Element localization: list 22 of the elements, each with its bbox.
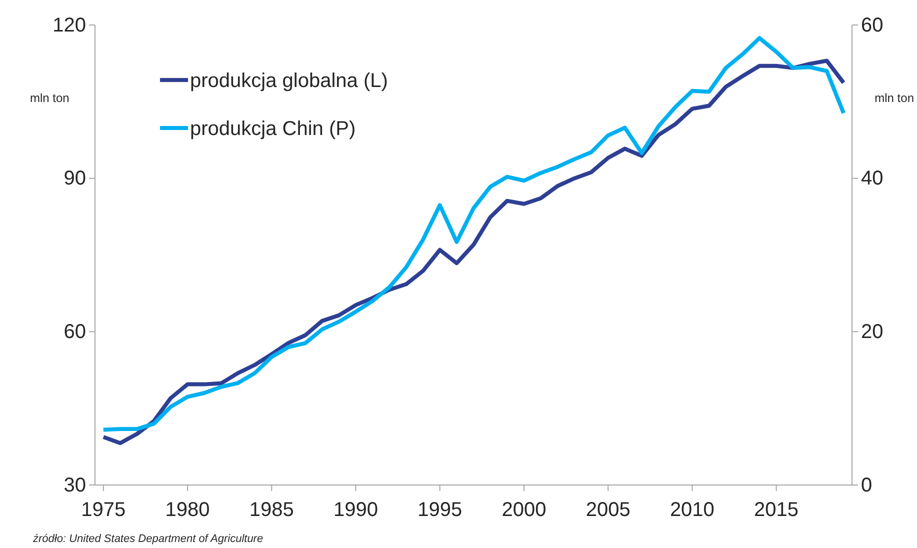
- x-tick-label: 2005: [586, 499, 630, 521]
- y2-tick-label: 60: [861, 14, 884, 36]
- legend-label: produkcja globalna (L): [190, 70, 388, 92]
- y2-tick-label: 40: [861, 168, 884, 190]
- x-tick-label: 1980: [165, 499, 210, 521]
- y2-tick-label: 0: [861, 474, 872, 496]
- y-tick-label: 90: [64, 168, 86, 190]
- y-tick-label: 30: [64, 474, 86, 496]
- y-tick-label: 120: [52, 14, 86, 36]
- x-tick-label: 1985: [249, 499, 294, 521]
- y2-tick-label: 20: [861, 321, 884, 344]
- x-tick-label: 2010: [670, 499, 714, 521]
- y-axis-title: mln ton: [30, 91, 70, 105]
- x-tick-label: 2015: [754, 499, 799, 521]
- legend-label: produkcja Chin (P): [190, 118, 356, 140]
- y-tick-label: 60: [64, 321, 86, 344]
- y2-axis-title: mln ton: [874, 91, 914, 105]
- x-tick-label: 1990: [333, 499, 378, 521]
- x-tick-label: 2000: [502, 499, 546, 521]
- x-tick-label: 1995: [418, 499, 462, 521]
- text: źródło: United States Department of Agriculture: [32, 533, 264, 545]
- x-tick-label: 1975: [81, 499, 126, 521]
